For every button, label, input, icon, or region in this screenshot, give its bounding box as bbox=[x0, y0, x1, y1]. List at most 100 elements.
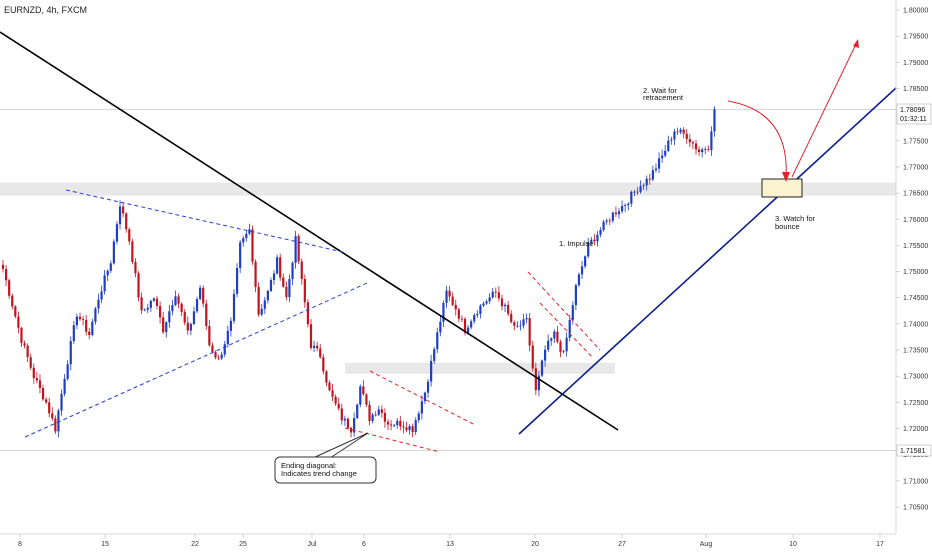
candle-body bbox=[217, 357, 220, 359]
candle-body bbox=[479, 305, 482, 314]
downtrend-line[interactable] bbox=[0, 31, 619, 431]
candle-body bbox=[568, 320, 571, 338]
candle-body bbox=[491, 291, 494, 298]
time-tick-label: 27 bbox=[618, 541, 626, 548]
candle-body bbox=[476, 313, 479, 316]
watch-annotation-line2: bounce bbox=[775, 222, 800, 231]
candle-body bbox=[602, 221, 605, 231]
price-tick-label: 1.78500 bbox=[903, 86, 928, 93]
candle-body bbox=[195, 299, 199, 312]
candle-body bbox=[180, 303, 183, 312]
low-price-label: 1.71581 bbox=[900, 448, 925, 455]
candle-body bbox=[260, 308, 263, 315]
candle-body bbox=[257, 287, 260, 315]
candle-body bbox=[667, 140, 670, 151]
candle-body bbox=[177, 296, 180, 304]
ending-diagonal-callout-pointer bbox=[312, 432, 369, 459]
candle-body bbox=[463, 318, 467, 333]
candle-body bbox=[402, 426, 405, 428]
candle-body bbox=[282, 277, 285, 287]
candle-body bbox=[417, 413, 420, 421]
symbol-header: EURNZD, 4h, FXCM bbox=[4, 5, 87, 15]
countdown-label: 01:32:11 bbox=[900, 116, 927, 123]
candle-body bbox=[85, 320, 88, 332]
candle-body bbox=[158, 306, 162, 318]
projection-arrow bbox=[791, 41, 858, 178]
candle-body bbox=[140, 297, 143, 311]
candle-body bbox=[664, 150, 667, 156]
price-tick-label: 1.79500 bbox=[903, 34, 928, 41]
candle-body bbox=[651, 170, 654, 180]
candle-body bbox=[4, 269, 8, 281]
candle-body bbox=[38, 380, 42, 388]
candle-body bbox=[436, 332, 439, 350]
candle-body bbox=[322, 357, 325, 372]
candle-body bbox=[45, 399, 48, 403]
candle-body bbox=[35, 378, 38, 381]
candle-body bbox=[445, 290, 448, 303]
candle-body bbox=[328, 382, 331, 391]
target-zone-box[interactable] bbox=[761, 178, 803, 198]
time-axis[interactable]: 8 15 22 25 Jul 6 13 20 27 Aug 10 17 bbox=[0, 533, 896, 548]
candle-body bbox=[109, 263, 112, 271]
candles-layer bbox=[1, 106, 716, 438]
price-tick-label: 1.76000 bbox=[903, 217, 928, 224]
candle-body bbox=[220, 354, 223, 359]
candle-body bbox=[488, 297, 491, 302]
candle-body bbox=[11, 295, 14, 307]
candle-body bbox=[682, 129, 685, 134]
time-tick-label: Jul bbox=[308, 541, 317, 548]
candle-body bbox=[303, 278, 306, 303]
candle-body bbox=[94, 308, 97, 322]
candle-body bbox=[528, 318, 531, 346]
candle-body bbox=[235, 268, 239, 294]
candle-body bbox=[8, 280, 11, 296]
candle-body bbox=[654, 168, 658, 171]
candle-body bbox=[331, 390, 334, 397]
price-tick-label: 1.77000 bbox=[903, 164, 928, 171]
time-tick-label: 6 bbox=[362, 541, 366, 548]
candle-body bbox=[88, 331, 91, 336]
candle-body bbox=[232, 293, 236, 321]
current-price-tag bbox=[896, 103, 932, 125]
candle-body bbox=[562, 351, 565, 353]
candle-body bbox=[701, 149, 704, 153]
candle-body bbox=[26, 345, 29, 358]
candle-body bbox=[337, 403, 340, 409]
candle-body bbox=[694, 143, 698, 150]
candle-body bbox=[143, 309, 146, 311]
candle-body bbox=[571, 305, 574, 321]
candle-body bbox=[433, 349, 436, 361]
candle-body bbox=[577, 274, 581, 286]
breakout-zone[interactable] bbox=[345, 362, 615, 374]
candle-body bbox=[23, 343, 26, 346]
candle-body bbox=[60, 393, 63, 411]
candle-body bbox=[611, 212, 614, 221]
candle-body bbox=[470, 321, 473, 328]
candle-body bbox=[599, 230, 602, 235]
uptrend-line[interactable] bbox=[518, 87, 897, 435]
candle-body bbox=[125, 213, 128, 230]
candle-body bbox=[202, 287, 205, 304]
price-tick-label: 1.72000 bbox=[903, 426, 928, 433]
low-price-tag bbox=[896, 444, 932, 457]
candle-body bbox=[426, 381, 430, 393]
candle-body bbox=[32, 367, 35, 379]
watch-annotation-line1: 3. Watch for bbox=[775, 214, 816, 223]
candle-body bbox=[359, 386, 362, 405]
price-tick-label: 1.72500 bbox=[903, 400, 928, 407]
candle-body bbox=[365, 394, 368, 405]
candle-body bbox=[414, 420, 417, 432]
candle-body bbox=[383, 412, 387, 422]
candle-body bbox=[266, 290, 269, 301]
price-tick-label: 1.76500 bbox=[903, 191, 928, 198]
resistance-zone[interactable] bbox=[0, 182, 896, 196]
candle-body bbox=[704, 149, 707, 150]
candle-body bbox=[134, 262, 137, 274]
candle-body bbox=[319, 348, 322, 358]
candle-body bbox=[513, 322, 516, 326]
candle-body bbox=[540, 360, 544, 376]
candle-body bbox=[152, 298, 156, 301]
